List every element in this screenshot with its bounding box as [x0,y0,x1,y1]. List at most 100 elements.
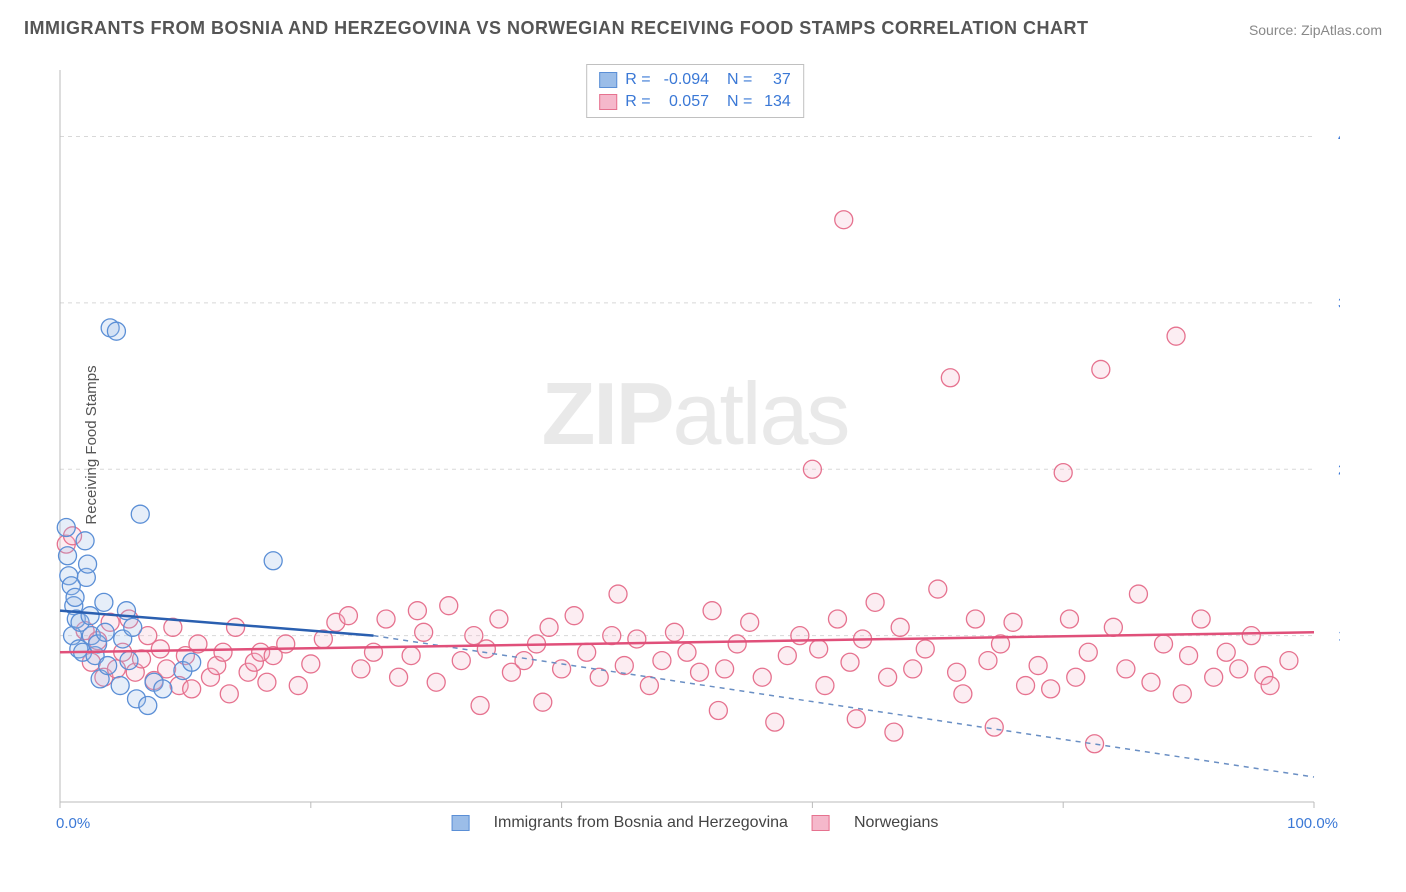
data-point [866,593,884,611]
data-point [1004,613,1022,631]
data-point [941,369,959,387]
correlation-legend: R = -0.094 N = 37 R = 0.057 N = 134 [586,64,804,118]
data-point [302,655,320,673]
data-point [214,643,232,661]
data-point [515,652,533,670]
legend-n-norwegian: N = 134 [727,93,791,111]
data-point [120,652,138,670]
data-point [665,623,683,641]
data-point [99,657,117,675]
source-attribution: Source: ZipAtlas.com [1249,22,1382,38]
data-point [107,322,125,340]
data-point [183,653,201,671]
data-point [929,580,947,598]
data-point [534,693,552,711]
data-point [565,607,583,625]
data-point [1104,618,1122,636]
data-point [835,211,853,229]
bottom-legend: Immigrants from Bosnia and Herzegovina N… [452,814,939,832]
data-point [79,555,97,573]
data-point [289,677,307,695]
data-point [578,643,596,661]
data-point [490,610,508,628]
x-tick-label: 100.0% [1287,815,1338,830]
data-point [1155,635,1173,653]
bottom-swatch-norwegian [812,815,830,831]
data-point [904,660,922,678]
data-point [603,627,621,645]
data-point [427,673,445,691]
data-point [96,623,114,641]
data-point [402,647,420,665]
data-point [540,618,558,636]
scatter-plot: 10.0%20.0%30.0%40.0%0.0%100.0% [50,60,1340,830]
data-point [985,718,1003,736]
data-point [151,640,169,658]
data-point [1173,685,1191,703]
data-point [1261,677,1279,695]
data-point [66,588,84,606]
data-point [766,713,784,731]
x-tick-label: 0.0% [56,815,90,830]
data-point [653,652,671,670]
data-point [828,610,846,628]
data-point [76,532,94,550]
y-tick-label: 20.0% [1338,461,1340,478]
data-point [966,610,984,628]
data-point [111,677,129,695]
data-point [1054,464,1072,482]
data-point [1205,668,1223,686]
data-point [452,652,470,670]
data-point [1167,327,1185,345]
data-point [778,647,796,665]
data-point [841,653,859,671]
data-point [139,697,157,715]
data-point [81,607,99,625]
data-point [471,697,489,715]
data-point [124,618,142,636]
data-point [440,597,458,615]
data-point [1180,647,1198,665]
data-point [1192,610,1210,628]
data-point [1242,627,1260,645]
data-point [183,680,201,698]
data-point [131,505,149,523]
data-point [879,668,897,686]
legend-r-bosnia: R = -0.094 [625,71,709,89]
data-point [628,630,646,648]
data-point [1117,660,1135,678]
data-point [1092,360,1110,378]
data-point [154,680,172,698]
data-point [339,607,357,625]
legend-swatch-norwegian [599,94,617,110]
data-point [891,618,909,636]
data-point [948,663,966,681]
data-point [277,635,295,653]
legend-r-norwegian: R = 0.057 [625,93,709,111]
data-point [810,640,828,658]
data-point [220,685,238,703]
data-point [352,660,370,678]
y-tick-label: 10.0% [1338,628,1340,645]
data-point [728,635,746,653]
chart-title: IMMIGRANTS FROM BOSNIA AND HERZEGOVINA V… [24,18,1089,39]
chart-area: Receiving Food Stamps ZIPatlas 10.0%20.0… [50,60,1340,830]
data-point [477,640,495,658]
data-point [1017,677,1035,695]
data-point [57,519,75,537]
data-point [258,673,276,691]
data-point [1067,668,1085,686]
data-point [390,668,408,686]
legend-row-bosnia: R = -0.094 N = 37 [599,69,791,91]
data-point [1129,585,1147,603]
data-point [640,677,658,695]
data-point [377,610,395,628]
data-point [691,663,709,681]
y-tick-label: 40.0% [1338,129,1340,146]
data-point [615,657,633,675]
data-point [1079,643,1097,661]
data-point [916,640,934,658]
data-point [227,618,245,636]
data-point [979,652,997,670]
data-point [803,460,821,478]
